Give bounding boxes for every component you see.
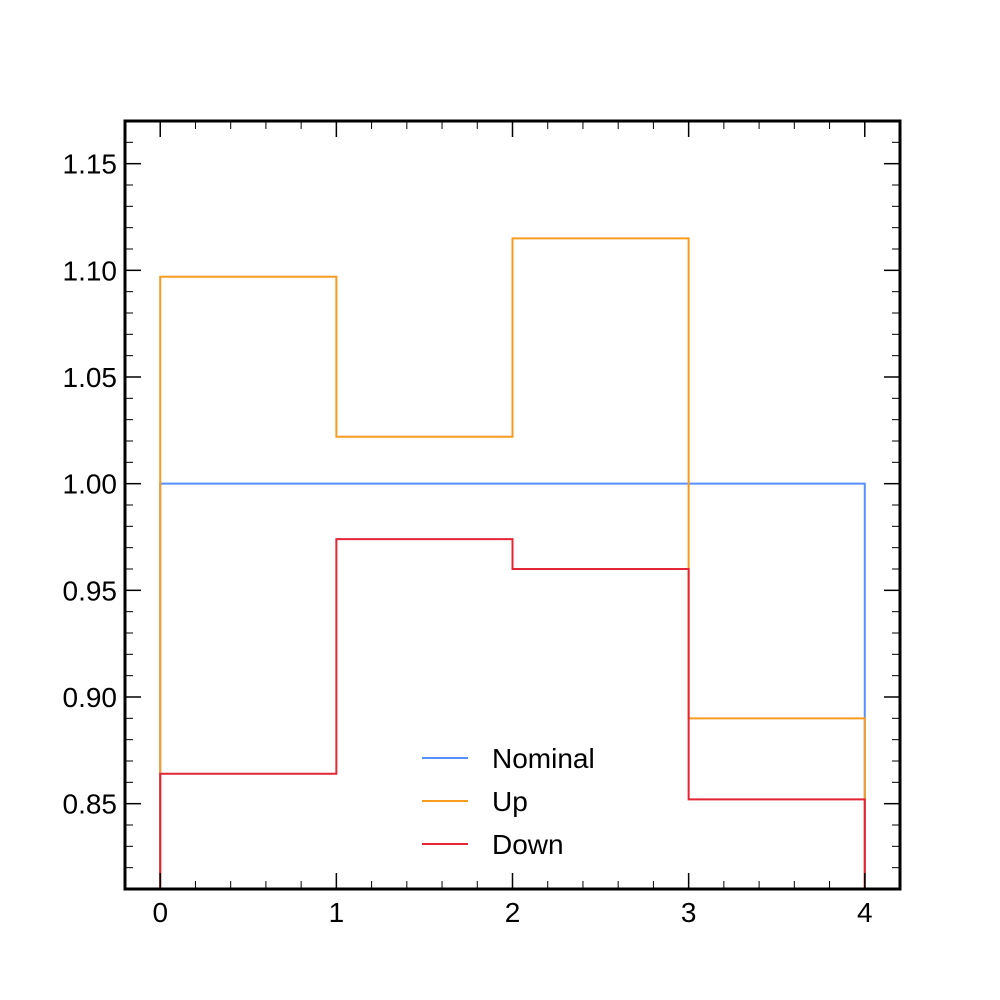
- y-tick-label: 1.10: [63, 255, 118, 286]
- y-tick-label: 0.95: [63, 575, 118, 606]
- y-tick-label: 1.00: [63, 469, 118, 500]
- legend-label-down: Down: [492, 829, 564, 860]
- series-line-up: [159, 237, 866, 889]
- y-tick-label: 1.05: [63, 362, 118, 393]
- x-tick-label: 4: [857, 897, 873, 928]
- y-tick-label: 0.85: [63, 789, 118, 820]
- plot-frame: [123, 119, 902, 891]
- legend-label-up: Up: [492, 786, 528, 817]
- legend: Nominal Up Down: [422, 743, 595, 860]
- series-layer: [159, 237, 866, 889]
- x-tick-label: 3: [681, 897, 697, 928]
- y-tick-label: 1.15: [63, 149, 118, 180]
- legend-label-nominal: Nominal: [492, 743, 595, 774]
- tick-labels: 0 1 2 3 4 0.85 0.90 0.95 1.00 1.05 1.10 1.15: [63, 149, 873, 928]
- x-tick-label: 0: [152, 897, 168, 928]
- x-tick-label: 1: [329, 897, 345, 928]
- y-tick-label: 0.90: [63, 682, 118, 713]
- series-line-down: [159, 538, 866, 889]
- x-tick-label: 2: [505, 897, 521, 928]
